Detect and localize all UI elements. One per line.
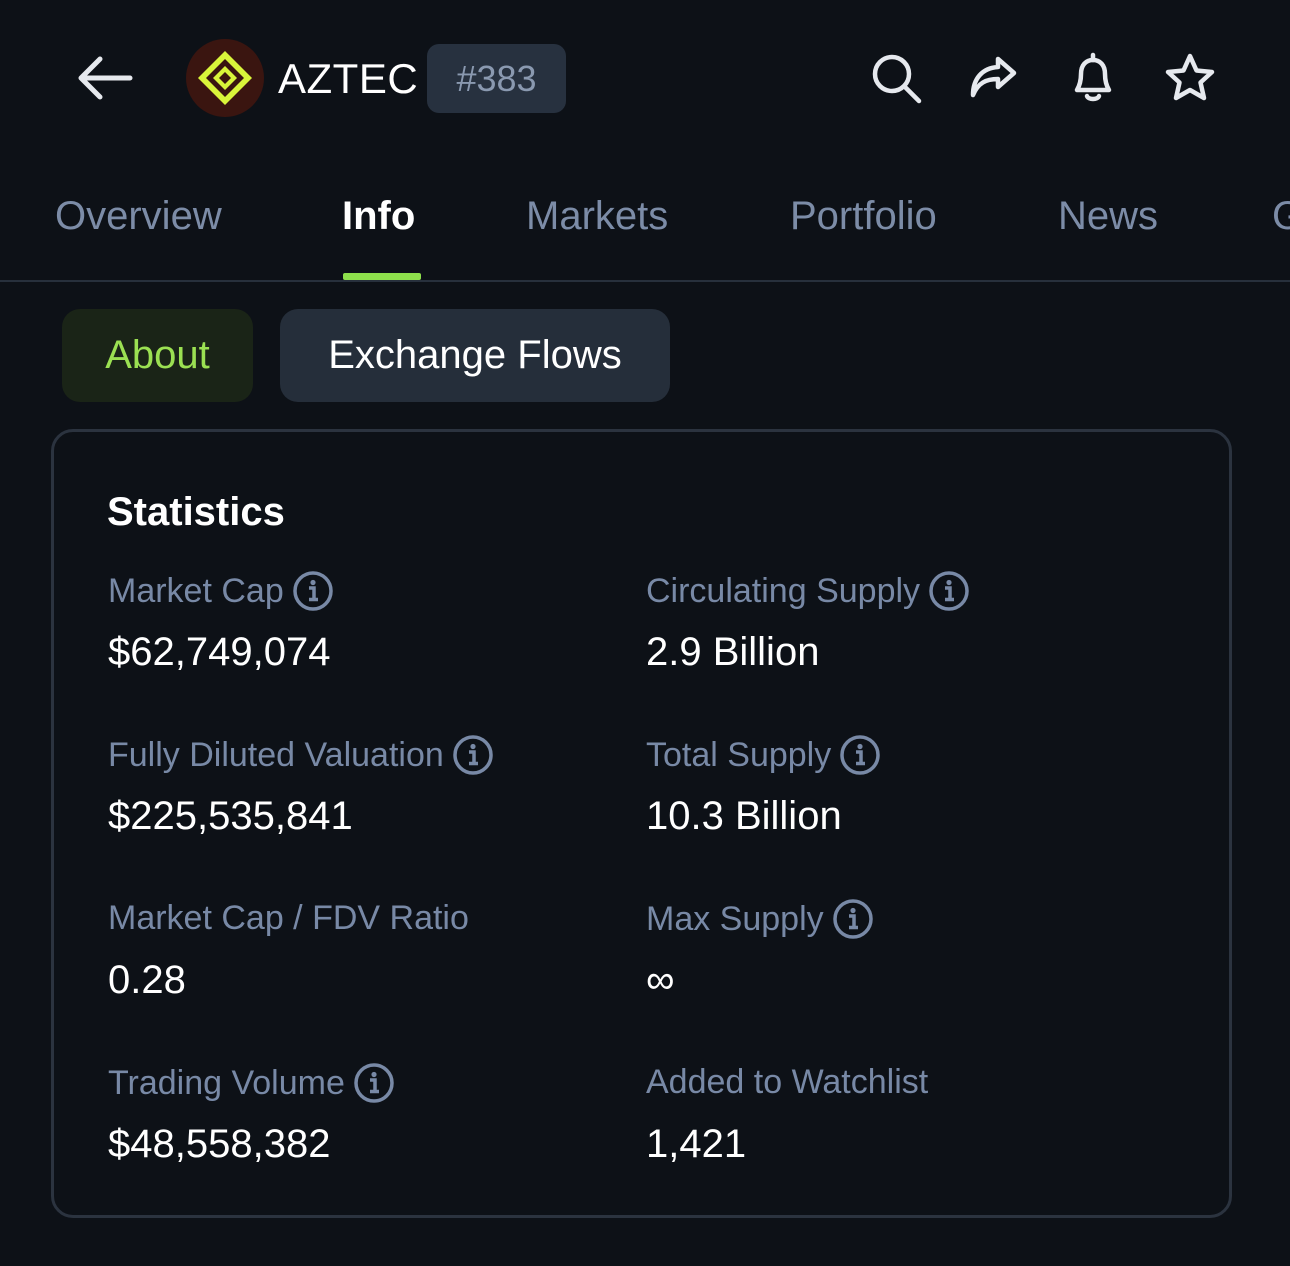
stat-value-mcap-fdv-ratio: 0.28 bbox=[108, 958, 186, 1002]
share-button[interactable] bbox=[963, 48, 1023, 108]
stat-label-max-supply: Max Supply bbox=[646, 898, 874, 940]
stat-label-fdv: Fully Diluted Valuation bbox=[108, 734, 494, 776]
stat-label-text: Max Supply bbox=[646, 900, 824, 938]
search-button[interactable] bbox=[866, 48, 926, 108]
active-tab-indicator bbox=[343, 273, 421, 280]
search-icon bbox=[872, 54, 922, 104]
stat-value-fdv: $225,535,841 bbox=[108, 794, 353, 838]
stat-label-text: Added to Watchlist bbox=[646, 1063, 929, 1101]
back-button[interactable] bbox=[70, 48, 140, 108]
stat-value-trading-volume: $48,558,382 bbox=[108, 1122, 331, 1166]
subtab-about[interactable]: About bbox=[62, 309, 253, 402]
statistics-card bbox=[51, 429, 1232, 1218]
stat-value-circulating-supply: 2.9 Billion bbox=[646, 630, 820, 674]
stat-label-text: Market Cap bbox=[108, 572, 284, 610]
stat-label-total-supply: Total Supply bbox=[646, 734, 881, 776]
tabs-divider bbox=[0, 280, 1290, 282]
star-icon bbox=[1165, 53, 1215, 101]
info-icon[interactable] bbox=[353, 1062, 395, 1104]
info-icon[interactable] bbox=[452, 734, 494, 776]
tab-portfolio[interactable]: Portfolio bbox=[790, 194, 937, 238]
aztec-logo-icon bbox=[198, 51, 252, 105]
stat-label-text: Fully Diluted Valuation bbox=[108, 736, 444, 774]
tab-markets[interactable]: Markets bbox=[526, 194, 669, 238]
info-icon[interactable] bbox=[928, 570, 970, 612]
stat-value-market-cap: $62,749,074 bbox=[108, 630, 331, 674]
stat-value-total-supply: 10.3 Billion bbox=[646, 794, 842, 838]
info-icon[interactable] bbox=[832, 898, 874, 940]
stat-value-watchlist: 1,421 bbox=[646, 1122, 747, 1166]
back-arrow-icon bbox=[78, 56, 133, 100]
tab-overview[interactable]: Overview bbox=[55, 194, 222, 238]
stat-value-max-supply: ∞ bbox=[646, 958, 675, 1002]
info-icon[interactable] bbox=[292, 570, 334, 612]
stat-label-watchlist: Added to Watchlist bbox=[646, 1062, 928, 1102]
info-icon[interactable] bbox=[839, 734, 881, 776]
tab-news[interactable]: News bbox=[1058, 194, 1159, 238]
stat-label-text: Market Cap / FDV Ratio bbox=[108, 899, 469, 937]
share-icon bbox=[970, 56, 1017, 98]
stat-label-circulating-supply: Circulating Supply bbox=[646, 570, 970, 612]
subtab-exchange-flows[interactable]: Exchange Flows bbox=[280, 309, 670, 402]
coin-name: AZTEC bbox=[278, 55, 419, 102]
watchlist-button[interactable] bbox=[1160, 48, 1220, 108]
tab-partial[interactable]: G bbox=[1272, 194, 1290, 238]
stat-label-mcap-fdv-ratio: Market Cap / FDV Ratio bbox=[108, 898, 469, 938]
rank-badge: #383 bbox=[427, 44, 566, 113]
stat-label-text: Trading Volume bbox=[108, 1064, 345, 1102]
stat-label-text: Total Supply bbox=[646, 736, 832, 774]
coin-logo bbox=[186, 39, 264, 117]
alert-button[interactable] bbox=[1063, 48, 1123, 108]
stat-label-market-cap: Market Cap bbox=[108, 570, 334, 612]
tab-info[interactable]: Info bbox=[342, 194, 416, 238]
stat-label-trading-volume: Trading Volume bbox=[108, 1062, 395, 1104]
statistics-title: Statistics bbox=[107, 490, 285, 534]
stat-label-text: Circulating Supply bbox=[646, 572, 921, 610]
bell-icon bbox=[1074, 52, 1112, 102]
